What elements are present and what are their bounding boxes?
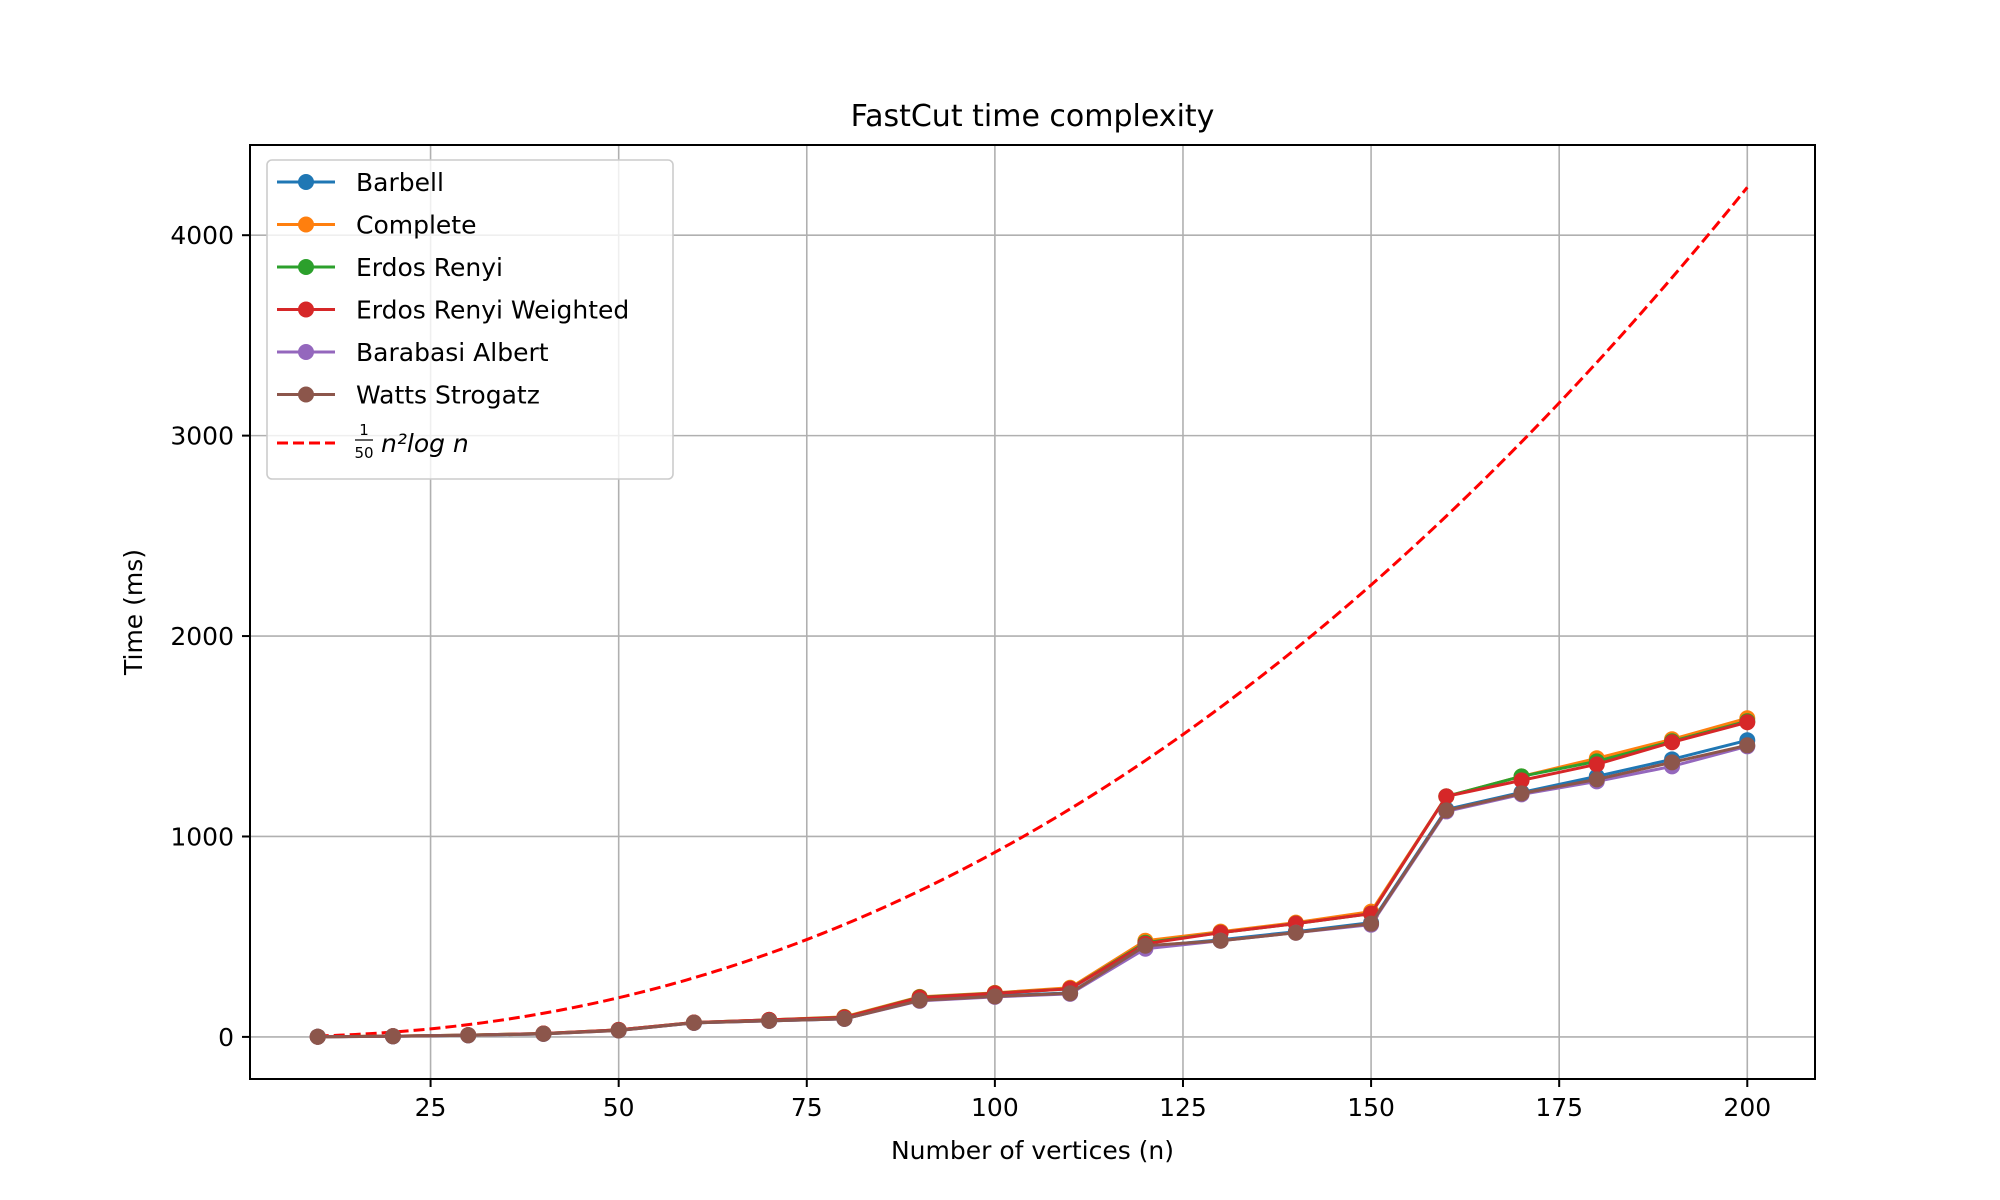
x-axis-label: Number of vertices (n) [891,1136,1174,1165]
data-point-watts-strogatz [610,1022,627,1039]
legend-entry-complete: Complete [277,211,476,240]
legend-label: Erdos Renyi [356,253,503,282]
y-axis-label: Time (ms) [119,549,148,676]
legend-label-reference: n²log n [381,429,469,458]
data-point-watts-strogatz [761,1012,778,1029]
legend-swatch-marker [298,301,314,318]
series-watts-strogatz [309,737,1756,1045]
legend-fraction-denominator: 50 [354,444,373,462]
data-point-watts-strogatz [1739,737,1756,754]
legend-entries: Barbell Complete Erdos Renyi Erdos Renyi We… [277,168,629,410]
data-point-watts-strogatz [911,992,928,1009]
y-tick-label: 0 [218,1023,234,1052]
x-axis: 25 50 75 100 125 150 175 200 [415,1079,1771,1122]
grid [250,145,1815,1079]
legend-swatch-marker [298,344,314,360]
data-point-watts-strogatz [1062,985,1079,1002]
legend-label: Barabasi Albert [356,338,549,367]
data-point-watts-strogatz [1588,771,1605,788]
series-line-watts-strogatz [317,743,1748,1039]
legend-frame [266,159,674,480]
legend-label: Erdos Renyi Weighted [356,296,629,325]
legend-entry-barbell: Barbell [277,168,444,197]
legend-entry-erdos-renyi: Erdos Renyi [277,253,503,282]
x-tick-label: 75 [791,1093,823,1122]
plot-frame [249,144,1816,1080]
legend-label: Barbell [356,168,444,197]
data-point-watts-strogatz [1363,915,1380,932]
x-tick-label: 200 [1723,1093,1771,1122]
x-tick-label: 100 [971,1093,1019,1122]
legend-swatch-marker [298,216,314,233]
legend-label: Watts Strogatz [356,381,540,410]
legend-entry-watts-strogatz: Watts Strogatz [277,381,540,410]
legend-entry-barabasi-albert: Barabasi Albert [277,338,549,367]
reference-curve-layer [317,186,1749,1038]
data-point-erdos-renyi-weighted [1438,788,1455,805]
data-point-watts-strogatz [1137,937,1154,954]
data-point-watts-strogatz [1438,802,1455,819]
x-tick-label: 175 [1535,1093,1583,1122]
x-tick-label: 50 [603,1093,635,1122]
data-point-erdos-renyi-weighted [1739,714,1756,731]
y-tick-label: 4000 [170,221,234,250]
legend: Barbell Complete Erdos Renyi Erdos Renyi We… [266,159,674,480]
y-tick-label: 1000 [170,822,234,851]
data-point-watts-strogatz [460,1027,477,1044]
legend-fraction-numerator: 1 [359,421,369,439]
data-point-watts-strogatz [986,988,1003,1005]
data-point-watts-strogatz [836,1010,853,1027]
reference-curve [317,186,1749,1038]
data-point-watts-strogatz [1287,924,1304,941]
y-tick-label: 3000 [170,422,234,451]
data-point-erdos-renyi-weighted [1513,772,1530,789]
data-point-erdos-renyi-weighted [1588,756,1605,773]
legend-entry-erdos-renyi-weighted: Erdos Renyi Weighted [277,296,629,325]
series-layer [309,710,1756,1045]
y-axis: 0 1000 2000 3000 4000 [170,221,250,1052]
legend-label: Complete [356,211,476,240]
legend-swatch-marker [298,174,314,190]
data-point-erdos-renyi-weighted [1664,734,1681,751]
x-tick-label: 150 [1347,1093,1395,1122]
legend-entry-reference: 1 50 n²log n [277,421,469,462]
data-point-watts-strogatz [1664,754,1681,771]
data-point-watts-strogatz [535,1025,552,1042]
chart-title: FastCut time complexity [851,99,1215,134]
x-tick-label: 125 [1159,1093,1207,1122]
legend-swatch-marker [298,259,314,275]
legend-swatch-marker [298,386,314,403]
data-point-watts-strogatz [685,1014,702,1031]
data-point-watts-strogatz [1513,785,1530,802]
y-tick-label: 2000 [170,622,234,651]
data-point-watts-strogatz [1212,932,1229,949]
data-point-watts-strogatz [309,1028,326,1045]
data-point-watts-strogatz [384,1028,401,1045]
x-tick-label: 25 [415,1093,447,1122]
